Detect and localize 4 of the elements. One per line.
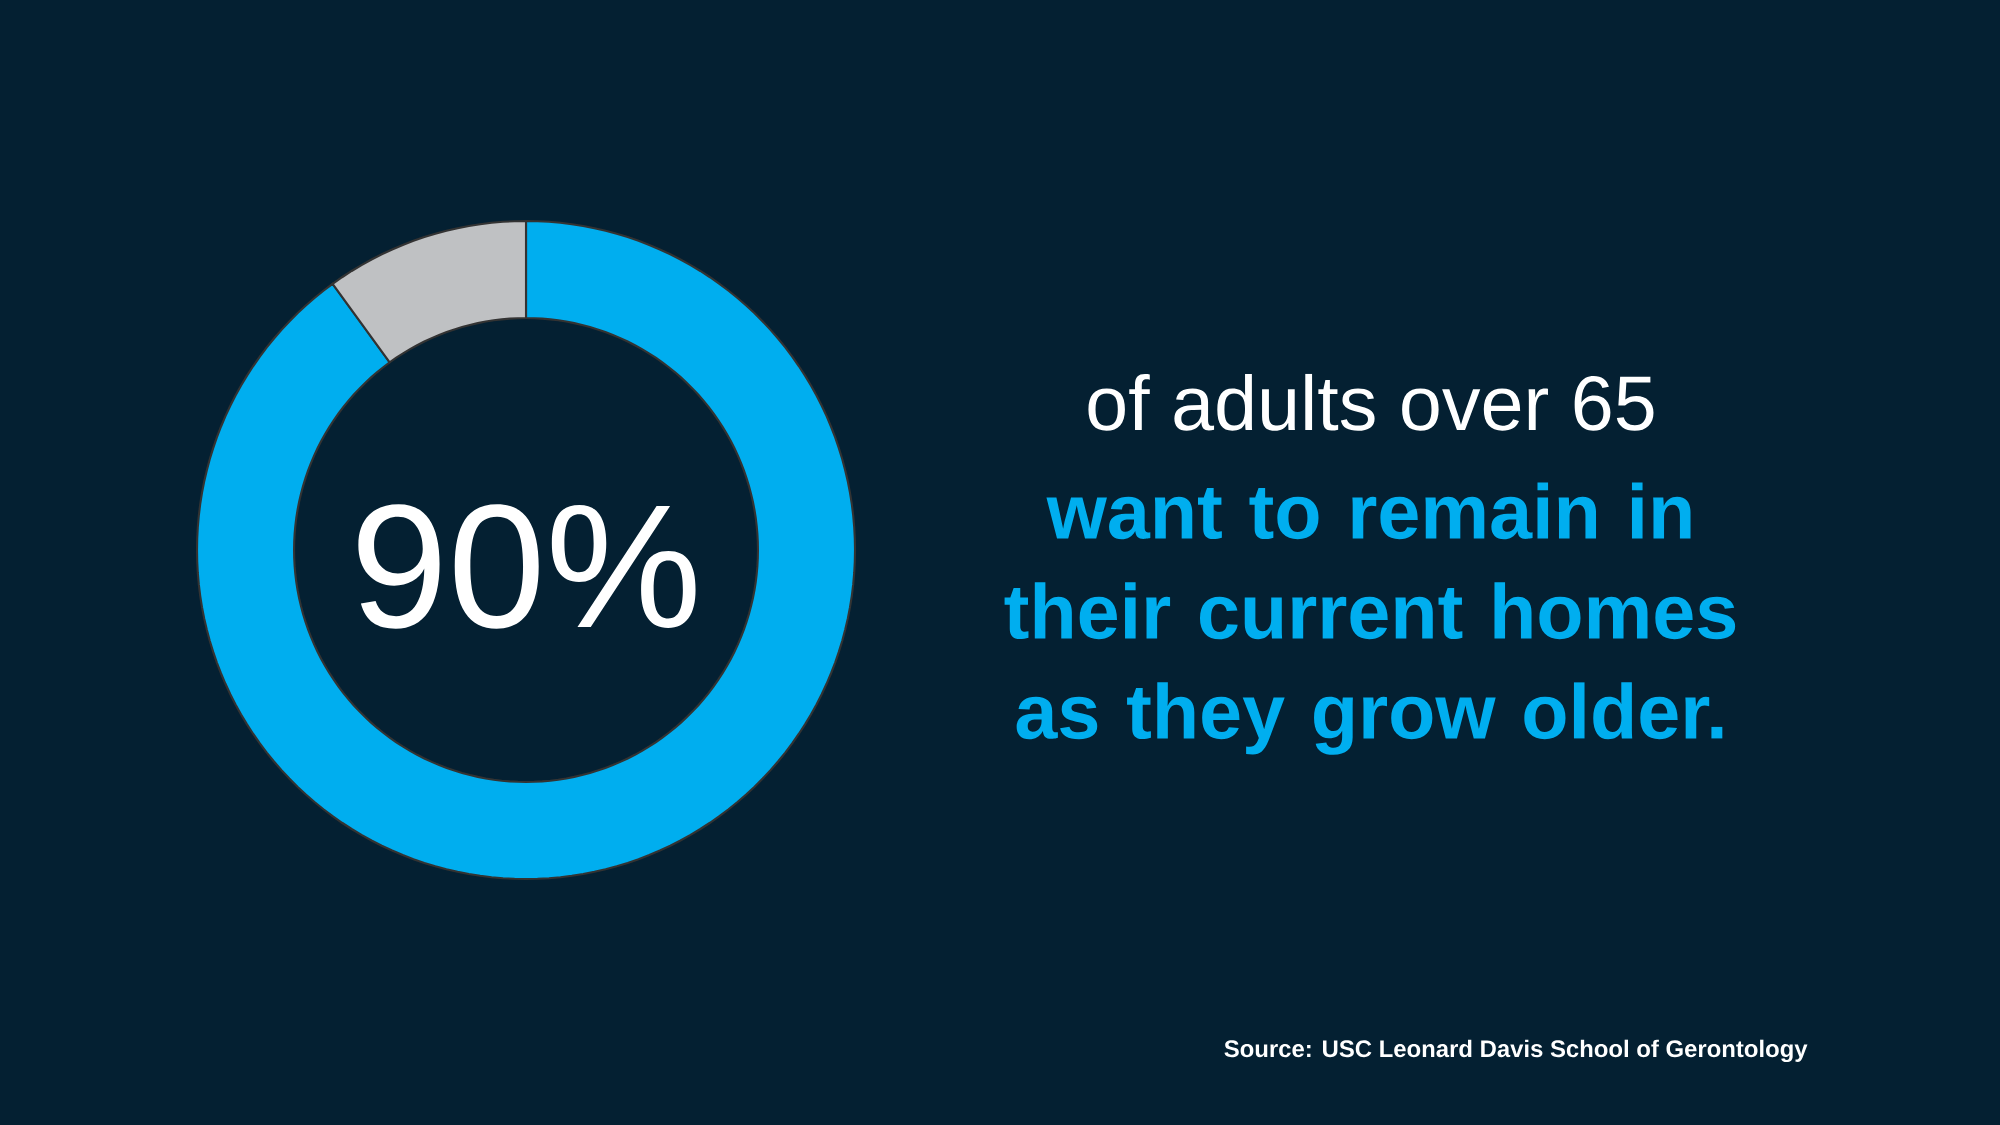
- text: of adults over 65: [1088, 373, 1654, 431]
- source-note: Source: USC Leonard Davis School of Gerontology: [1224, 1039, 1808, 1063]
- data-label: 90%: [358, 504, 696, 629]
- text: want to remain in their current homes as they grow older.: [1004, 482, 1736, 755]
